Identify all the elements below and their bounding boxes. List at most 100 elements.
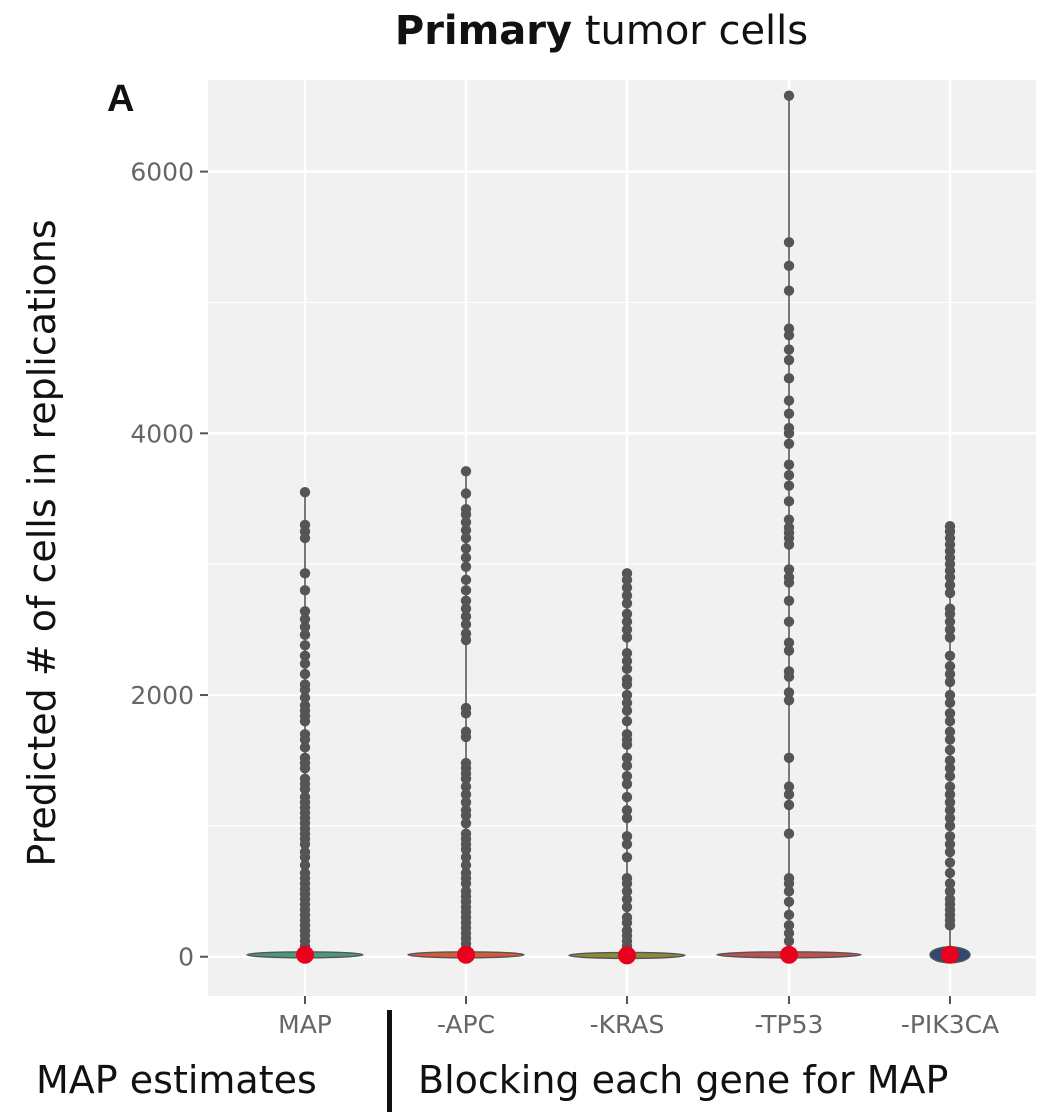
outlier-point bbox=[621, 608, 633, 620]
outlier-point bbox=[299, 668, 311, 680]
outlier-point bbox=[460, 561, 472, 572]
outlier-point bbox=[783, 496, 795, 507]
outlier-point bbox=[783, 344, 795, 355]
x-tick-label: -PIK3CA bbox=[901, 1010, 999, 1039]
outlier-point bbox=[460, 708, 472, 719]
outlier-point bbox=[783, 260, 795, 272]
outlier-point bbox=[621, 770, 633, 782]
outlier-point bbox=[783, 438, 795, 449]
outlier-point bbox=[299, 692, 311, 703]
outlier-point bbox=[783, 752, 795, 764]
panel-letter: A bbox=[107, 78, 135, 120]
map-estimate-point bbox=[941, 945, 959, 964]
outlier-point bbox=[944, 624, 956, 635]
outlier-point bbox=[783, 539, 795, 550]
outlier-point bbox=[783, 373, 795, 384]
outlier-point bbox=[621, 655, 633, 667]
x-tick-label: MAP bbox=[278, 1010, 332, 1039]
outlier-point bbox=[944, 781, 956, 792]
outlier-point bbox=[783, 514, 795, 525]
outlier-point bbox=[783, 469, 795, 481]
outlier-point bbox=[783, 637, 795, 648]
outlier-point bbox=[944, 920, 956, 931]
outlier-point bbox=[621, 804, 633, 816]
outlier-point bbox=[944, 708, 956, 719]
outlier-point bbox=[460, 844, 472, 855]
outlier-point bbox=[299, 658, 311, 669]
outlier-point bbox=[621, 582, 633, 593]
outlier-point bbox=[460, 574, 472, 586]
outlier-point bbox=[460, 466, 472, 477]
outlier-point bbox=[621, 616, 633, 627]
outlier-point bbox=[944, 676, 956, 688]
outlier-point bbox=[944, 579, 956, 591]
outlier-point bbox=[621, 893, 633, 905]
outlier-point bbox=[299, 613, 311, 625]
outlier-point bbox=[621, 752, 633, 764]
outlier-point bbox=[944, 820, 956, 832]
outlier-point bbox=[944, 831, 956, 842]
outlier-point bbox=[621, 812, 633, 824]
outlier-point bbox=[944, 734, 956, 745]
outlier-point bbox=[783, 671, 795, 682]
outlier-point bbox=[460, 488, 472, 499]
outlier-point bbox=[460, 603, 472, 614]
outlier-point bbox=[621, 760, 633, 771]
outlier-point bbox=[783, 799, 795, 811]
outlier-point bbox=[944, 867, 956, 879]
outlier-point bbox=[299, 629, 311, 641]
chart-title-rest: tumor cells bbox=[572, 8, 809, 54]
outlier-point bbox=[460, 773, 472, 784]
outlier-point bbox=[460, 634, 472, 646]
outlier-point bbox=[621, 917, 633, 928]
outlier-point bbox=[783, 927, 795, 939]
outlier-point bbox=[621, 590, 633, 601]
outlier-point bbox=[299, 859, 311, 871]
outlier-point bbox=[460, 524, 472, 536]
chart-title: Primary tumor cells bbox=[0, 8, 1043, 54]
outlier-point bbox=[783, 789, 795, 800]
outlier-point bbox=[783, 577, 795, 588]
outlier-point bbox=[783, 329, 795, 341]
outlier-point bbox=[783, 564, 795, 575]
outlier-point bbox=[944, 744, 956, 756]
outlier-point bbox=[621, 697, 633, 709]
outlier-point bbox=[299, 784, 311, 795]
outlier-point bbox=[299, 716, 311, 727]
outlier-point bbox=[621, 716, 633, 727]
map-estimate-point bbox=[780, 945, 798, 964]
violin-chart: 0 2000 4000 6000 MAP -APC -KRAS -TP53 -PIK3CA bbox=[130, 80, 1036, 1039]
outlier-point bbox=[944, 878, 956, 889]
outlier-point bbox=[460, 818, 472, 829]
outlier-point bbox=[783, 90, 795, 101]
outlier-point bbox=[621, 689, 633, 701]
map-estimate-point bbox=[457, 945, 475, 964]
outlier-point bbox=[299, 742, 311, 753]
outlier-point bbox=[299, 650, 311, 661]
outlier-point bbox=[299, 684, 311, 695]
outlier-point bbox=[460, 532, 472, 544]
outlier-point bbox=[299, 763, 311, 774]
outlier-point bbox=[621, 886, 633, 897]
outlier-point bbox=[621, 705, 633, 716]
map-estimate-point bbox=[618, 946, 636, 965]
outlier-point bbox=[783, 237, 795, 248]
outlier-point bbox=[783, 878, 795, 889]
outlier-point bbox=[783, 909, 795, 921]
outlier-point bbox=[944, 804, 956, 816]
y-tick-label: 6000 bbox=[130, 158, 194, 187]
outlier-point bbox=[944, 668, 956, 680]
outlier-point bbox=[944, 616, 956, 627]
chart-title-bold: Primary bbox=[394, 8, 573, 54]
outlier-point bbox=[460, 585, 472, 596]
outlier-point bbox=[783, 896, 795, 907]
outlier-point bbox=[621, 839, 633, 850]
outlier-point bbox=[460, 859, 472, 871]
outlier-point bbox=[621, 739, 633, 750]
outlier-point bbox=[299, 839, 311, 850]
caption-map-estimates: MAP estimates bbox=[36, 1058, 317, 1102]
outlier-point bbox=[783, 687, 795, 698]
outlier-point bbox=[783, 285, 795, 296]
outlier-point bbox=[299, 606, 311, 617]
outlier-point bbox=[783, 828, 795, 839]
